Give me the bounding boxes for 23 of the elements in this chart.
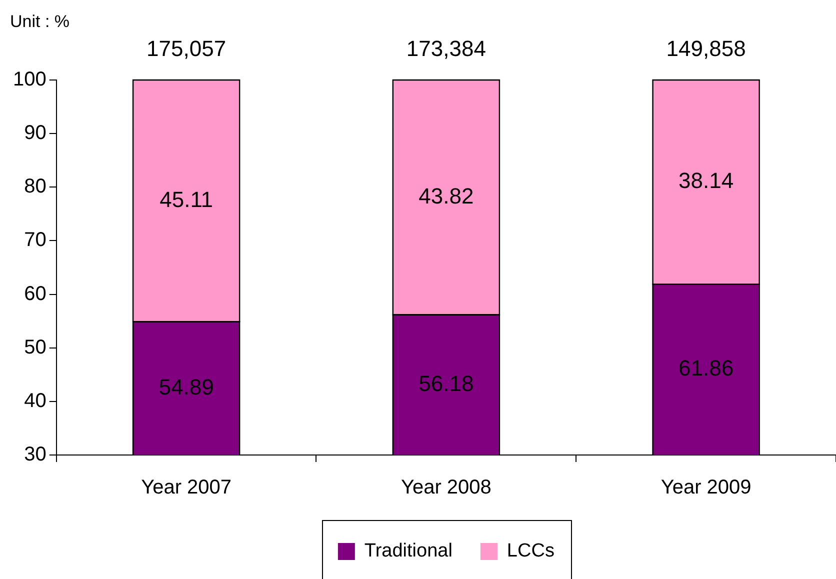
data-label: 56.18 — [418, 370, 474, 396]
y-tick-label: 60 — [24, 282, 46, 305]
text: Unit : % — [10, 12, 70, 32]
x-tick-label: Year 2007 — [141, 476, 232, 499]
data-label: 45.11 — [160, 186, 214, 212]
y-tick-label: 70 — [24, 229, 46, 252]
data-label: 54.89 — [158, 374, 214, 400]
y-tick-label: 40 — [24, 390, 46, 412]
y-tick-label: 80 — [24, 176, 46, 198]
text: 149,858 — [666, 36, 746, 62]
data-label: 61.86 — [678, 356, 734, 381]
y-tick-label: 90 — [24, 122, 46, 144]
data-label: 38.14 — [678, 168, 734, 194]
x-tick-label: Year 2008 — [400, 476, 492, 499]
y-tick-label: 100 — [12, 68, 46, 91]
y-tick-label: 50 — [24, 336, 46, 358]
data-label: 43.82 — [418, 183, 474, 208]
legend-label: Traditional — [364, 540, 452, 562]
text: 175,057 — [146, 36, 226, 62]
legend-label: LCCs — [506, 540, 554, 562]
x-tick-label: Year 2009 — [660, 476, 752, 499]
text: 173,384 — [406, 36, 486, 62]
y-tick-label: 30 — [24, 444, 46, 466]
